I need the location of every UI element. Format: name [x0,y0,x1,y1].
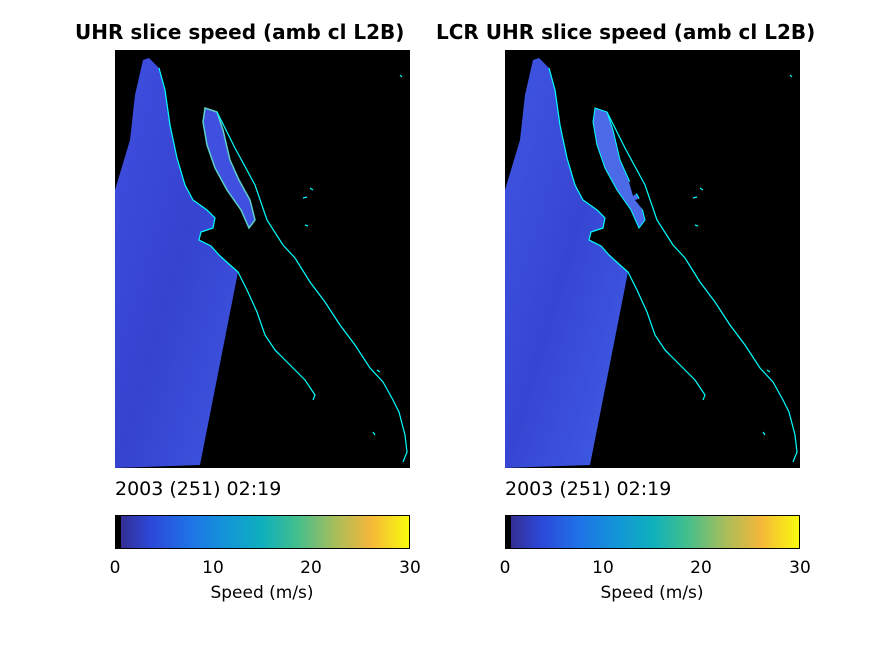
left-colorbar-tick-0: 0 [109,558,121,578]
right-plot-title: LCR UHR slice speed (amb cl L2B) [436,20,815,44]
right-wind-swath [505,58,628,468]
right-colorbar-label: Speed (m/s) [600,583,704,603]
right-title-text: UHR slice speed (amb cl L2B) [485,20,816,44]
right-colorbar-tick-10: 10 [592,558,614,578]
right-map-svg [505,58,798,468]
left-colorbar-tick-10: 10 [202,558,224,578]
left-gulf-patch [202,107,256,230]
right-colorbar-tick-0: 0 [499,558,511,578]
right-colorbar-tick-30: 30 [789,558,811,578]
right-colorbar-svg [506,516,799,548]
left-wind-swath [115,58,238,468]
left-plot-title: UHR slice speed (amb cl L2B) [75,20,405,44]
left-colorbar-label: Speed (m/s) [210,583,314,603]
left-colorbar-svg [116,516,409,548]
left-speed-map [115,50,410,468]
right-title-prefix: LCR [436,20,479,44]
right-colorbar [505,515,800,549]
left-island-speckles [274,74,403,436]
right-timestamp: 2003 (251) 02:19 [505,478,672,500]
right-island-speckles [664,74,793,436]
left-map-svg [115,58,408,468]
left-colorbar-tick-20: 20 [300,558,322,578]
left-colorbar [115,515,410,549]
left-coastline [158,67,408,463]
right-coastline [548,67,798,463]
right-gulf-patch [592,107,646,229]
left-colorbar-tick-30: 30 [399,558,421,578]
left-timestamp: 2003 (251) 02:19 [115,478,282,500]
right-speed-map [505,50,800,468]
right-colorbar-tick-20: 20 [690,558,712,578]
right-gulf-nodata [629,178,643,210]
